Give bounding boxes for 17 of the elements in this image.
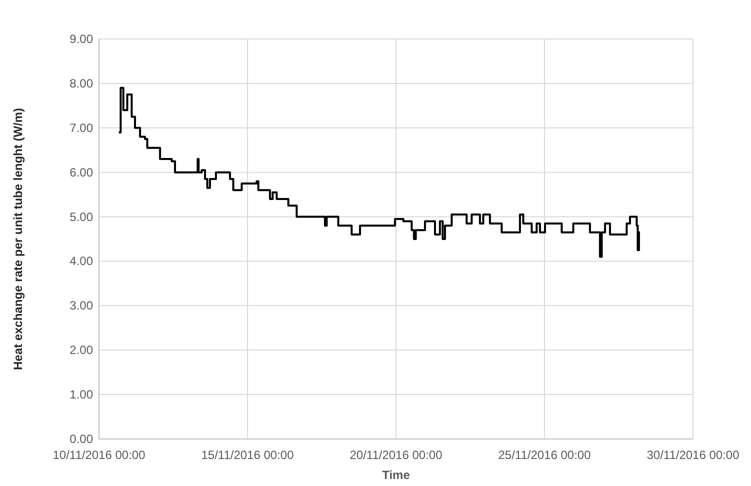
x-tick-label: 30/11/2016 00:00: [646, 448, 740, 462]
x-tick-label: 10/11/2016 00:00: [52, 448, 146, 462]
y-tick-label: 7.00: [70, 120, 94, 135]
y-tick-label: 4.00: [70, 254, 94, 268]
y-tick-label: 8.00: [70, 76, 94, 90]
y-tick-label: 2.00: [70, 343, 94, 358]
y-tick-label: 3.00: [70, 298, 94, 313]
y-tick-label: 0.00: [70, 432, 94, 446]
x-tick-label: 25/11/2016 00:00: [498, 448, 592, 462]
x-axis-title: Time: [382, 468, 410, 482]
x-tick-label: 20/11/2016 00:00: [350, 448, 443, 462]
x-tick-label: 15/11/2016 00:00: [201, 448, 294, 462]
y-tick-label: 9.00: [70, 32, 94, 46]
y-tick-label: 1.00: [70, 388, 94, 402]
y-tick-label: 6.00: [70, 165, 94, 180]
y-tick-label: 5.00: [70, 210, 94, 224]
y-axis-title: Heat exchange rate per unit tube lenght (W/m): [11, 108, 25, 370]
